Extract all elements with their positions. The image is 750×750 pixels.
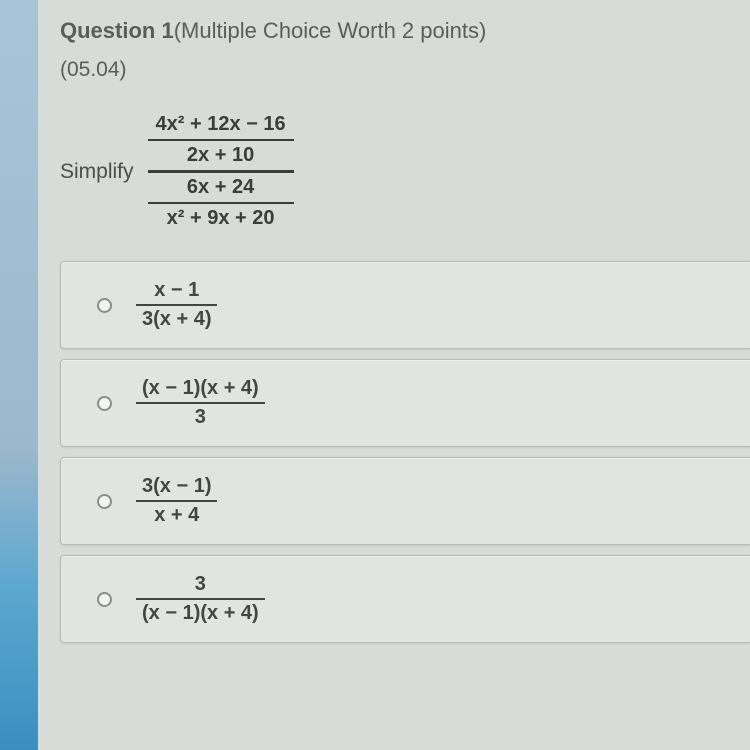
outer-den-num: 6x + 24 [148,170,294,202]
choice-option[interactable]: x − 1 3(x + 4) [60,261,750,349]
outer-num-den: 2x + 10 [148,139,294,170]
radio-icon[interactable] [97,396,112,411]
choice-fraction: (x − 1)(x + 4) 3 [136,375,265,431]
choice-fraction: 3(x − 1) x + 4 [136,473,217,529]
complex-fraction: 4x² + 12x − 16 2x + 10 6x + 24 x² + 9x +… [148,110,294,233]
choice-numerator: x − 1 [136,277,217,304]
choice-numerator: 3(x − 1) [136,473,217,500]
choice-denominator: (x − 1)(x + 4) [136,600,265,627]
choice-denominator: 3(x + 4) [136,306,217,333]
radio-icon[interactable] [97,494,112,509]
left-accent-strip [0,0,38,750]
choice-option[interactable]: 3 (x − 1)(x + 4) [60,555,750,643]
question-title: Question 1(Multiple Choice Worth 2 point… [60,18,750,44]
question-number: Question 1 [60,18,174,43]
radio-icon[interactable] [97,592,112,607]
question-prompt: Simplify 4x² + 12x − 16 2x + 10 6x + 24 … [60,110,750,233]
choice-denominator: 3 [136,404,265,431]
choice-option[interactable]: (x − 1)(x + 4) 3 [60,359,750,447]
radio-icon[interactable] [97,298,112,313]
choice-denominator: x + 4 [136,502,217,529]
outer-den-den: x² + 9x + 20 [148,202,294,233]
outer-num-num: 4x² + 12x − 16 [148,110,294,139]
choice-numerator: 3 [136,571,265,598]
question-meta: (Multiple Choice Worth 2 points) [174,18,487,43]
section-code: (05.04) [60,58,750,82]
choice-option[interactable]: 3(x − 1) x + 4 [60,457,750,545]
choice-fraction: x − 1 3(x + 4) [136,277,217,333]
prompt-label: Simplify [60,160,134,184]
question-panel: Question 1(Multiple Choice Worth 2 point… [38,0,750,750]
choice-fraction: 3 (x − 1)(x + 4) [136,571,265,627]
choice-numerator: (x − 1)(x + 4) [136,375,265,402]
